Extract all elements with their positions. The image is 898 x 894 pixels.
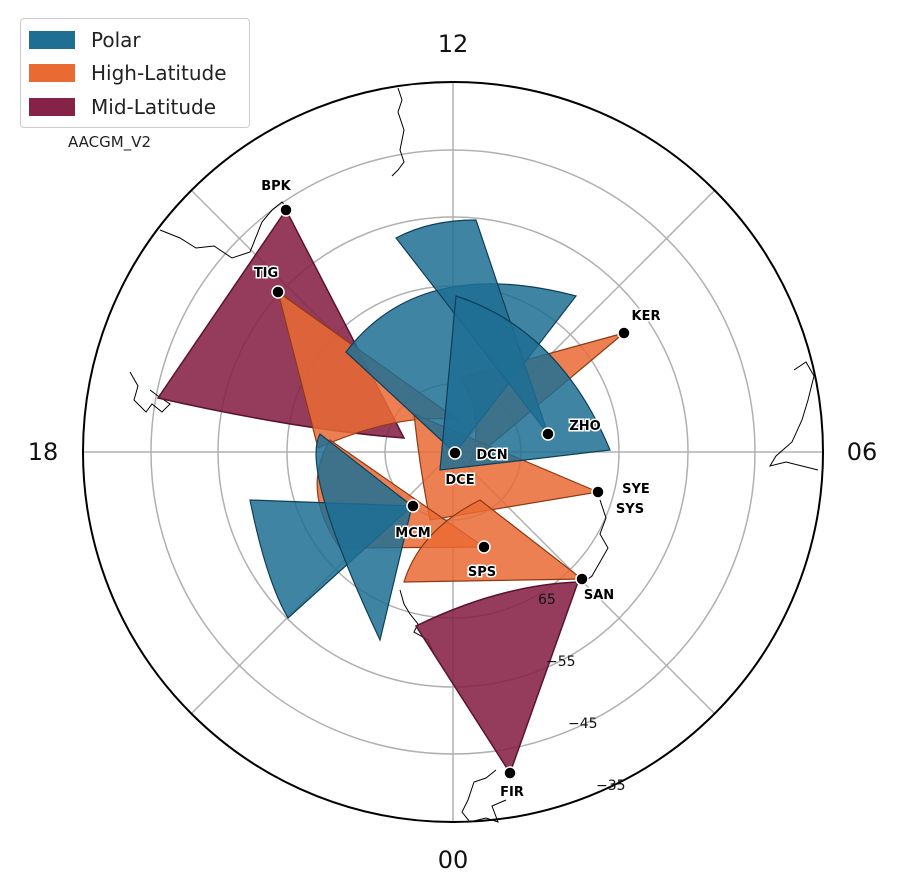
station-sys: SYS (614, 501, 645, 519)
legend-item-mid-latitude: Mid-Latitude (29, 94, 216, 120)
legend-label-high-latitude: High-Latitude (91, 61, 227, 85)
station-mcm: MCM (394, 499, 432, 543)
lat-label-partial: 65 (538, 592, 556, 608)
station-marker (591, 485, 605, 499)
polar-fields (249, 219, 611, 642)
station-label: SYE (622, 482, 650, 497)
station-san: SAN (575, 572, 616, 605)
lat-label-35: −35 (596, 778, 626, 794)
station-ker: KER (617, 308, 662, 340)
station-marker (575, 572, 589, 586)
station-label: SYS (616, 502, 644, 517)
legend-item-high-latitude: High-Latitude (29, 60, 227, 86)
coastline-east-antarctica (583, 499, 609, 583)
station-label: BPK (261, 179, 291, 194)
legend: Polar High-Latitude Mid-Latitude (20, 18, 250, 128)
lat-label-55: −55 (546, 654, 576, 670)
hour-label-12: 12 (438, 30, 469, 58)
coastline-south-america (159, 201, 293, 259)
legend-swatch-high-latitude (29, 64, 75, 82)
station-sps: SPS (466, 540, 498, 582)
legend-label-mid-latitude: Mid-Latitude (91, 95, 217, 119)
hour-label-06: 06 (847, 438, 878, 466)
station-dce: DCE (444, 472, 476, 490)
field-dce (439, 295, 611, 471)
station-label: TIG (254, 266, 278, 281)
coastline-east-coast (768, 361, 819, 471)
coastline-antarctic-peninsula (391, 87, 405, 177)
station-tig: TIG (252, 265, 285, 299)
coordinate-system-label: AACGM_V2 (68, 133, 152, 151)
station-label: DCE (445, 473, 474, 488)
station-marker (617, 326, 631, 340)
field-mcm-2 (315, 433, 413, 642)
station-label: SPS (468, 565, 496, 580)
station-label: KER (632, 309, 661, 324)
station-label: SAN (584, 588, 614, 603)
station-marker (406, 499, 420, 513)
legend-swatch-mid-latitude (29, 98, 75, 116)
map-boundary (82, 81, 824, 823)
station-zho: ZHO (541, 418, 602, 441)
field-fir (414, 581, 580, 775)
station-marker (477, 540, 491, 554)
field-san (403, 499, 584, 583)
station-bpk: BPK (260, 178, 293, 217)
station-marker (503, 766, 517, 780)
station-label: DCN (476, 448, 507, 463)
station-marker (448, 446, 462, 460)
coastline-tasmania (461, 769, 507, 823)
stations: BPK TIG KER ZHO DCN DCE SYE SYS (252, 178, 662, 802)
station-label: MCM (395, 526, 430, 541)
coastlines (129, 87, 819, 823)
legend-item-polar: Polar (29, 27, 141, 53)
legend-label-polar: Polar (91, 28, 141, 52)
station-label: FIR (500, 785, 524, 800)
station-label: ZHO (569, 419, 600, 434)
station-marker (279, 203, 293, 217)
station-marker (541, 427, 555, 441)
station-fir: FIR (499, 766, 525, 802)
station-dcn: DCN (448, 446, 509, 465)
station-sye: SYE (591, 481, 651, 499)
lat-label-45: −45 (568, 716, 598, 732)
station-marker (271, 285, 285, 299)
hour-label-00: 00 (438, 846, 469, 874)
legend-swatch-polar (29, 31, 75, 49)
hour-label-18: 18 (28, 438, 59, 466)
